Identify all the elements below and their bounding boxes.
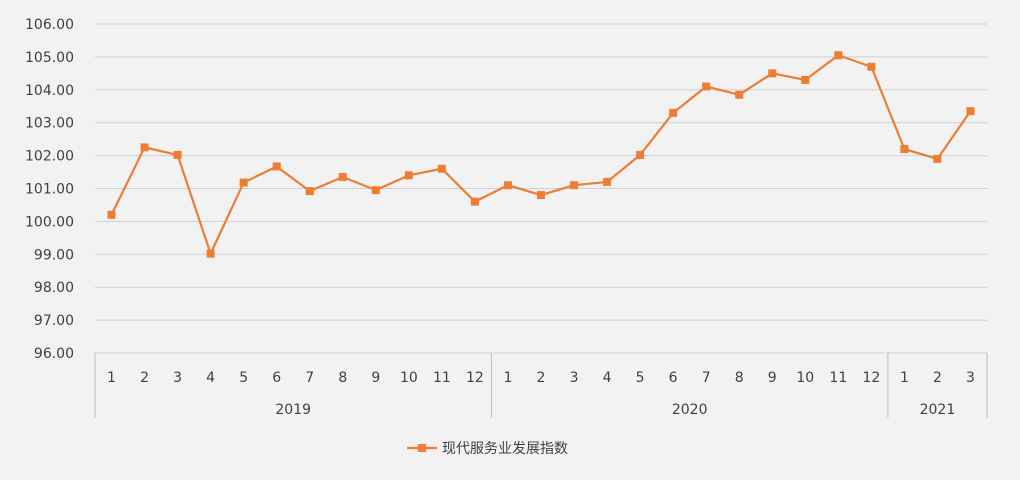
- y-tick-label: 98.00: [34, 280, 74, 296]
- y-tick-label: 104.00: [25, 83, 74, 99]
- data-point: [305, 187, 314, 196]
- x-tick-label: 7: [702, 370, 711, 386]
- data-point: [272, 162, 281, 171]
- data-point: [107, 210, 116, 219]
- data-point: [404, 171, 413, 180]
- data-point: [206, 249, 215, 258]
- legend-marker: [418, 444, 426, 452]
- y-tick-label: 96.00: [34, 346, 74, 362]
- x-tick-label: 10: [796, 370, 814, 386]
- legend-label: 现代服务业发展指数: [442, 441, 568, 457]
- data-point: [603, 177, 612, 186]
- x-tick-label: 2: [933, 370, 942, 386]
- data-point: [371, 186, 380, 195]
- x-group-label: 2021: [920, 402, 956, 418]
- y-tick-label: 100.00: [25, 214, 74, 230]
- x-tick-label: 8: [338, 370, 347, 386]
- grid-lines: [95, 23, 987, 354]
- x-tick-label: 9: [371, 370, 380, 386]
- data-point: [966, 107, 975, 116]
- x-group-label: 2020: [672, 402, 708, 418]
- x-tick-label: 3: [966, 370, 975, 386]
- data-point: [503, 181, 512, 190]
- x-tick-label: 5: [239, 370, 248, 386]
- data-point: [570, 181, 579, 190]
- legend: 现代服务业发展指数: [407, 441, 568, 457]
- data-point: [470, 197, 479, 206]
- data-point: [173, 150, 182, 159]
- data-point: [834, 51, 843, 60]
- x-tick-label: 1: [504, 370, 513, 386]
- data-point: [702, 82, 711, 91]
- data-point: [867, 62, 876, 71]
- x-tick-label: 6: [272, 370, 281, 386]
- x-tick-label: 11: [829, 370, 847, 386]
- data-point: [768, 69, 777, 78]
- x-tick-label: 12: [862, 370, 880, 386]
- y-tick-label: 101.00: [25, 182, 74, 198]
- x-tick-label: 6: [669, 370, 678, 386]
- series-line: [110, 54, 972, 255]
- x-tick-label: 8: [735, 370, 744, 386]
- x-group-label: 2019: [275, 402, 311, 418]
- y-tick-label: 106.00: [25, 17, 74, 33]
- x-tick-label: 1: [107, 370, 116, 386]
- data-point: [338, 172, 347, 181]
- data-point: [900, 145, 909, 154]
- data-point: [437, 164, 446, 173]
- x-tick-label: 5: [636, 370, 645, 386]
- x-tick-label: 2: [537, 370, 546, 386]
- x-tick-label: 10: [400, 370, 418, 386]
- y-tick-label: 99.00: [34, 247, 74, 263]
- x-tick-label: 3: [173, 370, 182, 386]
- x-tick-label: 4: [206, 370, 215, 386]
- x-tick-label: 9: [768, 370, 777, 386]
- x-tick-label: 7: [305, 370, 314, 386]
- data-point: [735, 90, 744, 99]
- x-tick-label: 2: [140, 370, 149, 386]
- x-tick-label: 12: [466, 370, 484, 386]
- x-tick-label: 3: [570, 370, 579, 386]
- x-tick-label: 11: [433, 370, 451, 386]
- y-axis-ticks: 96.00 97.00 98.00 99.00 100.00 101.00 102.00 10…: [25, 17, 74, 362]
- y-tick-label: 103.00: [25, 116, 74, 132]
- data-point: [636, 150, 645, 159]
- data-point: [239, 178, 248, 187]
- data-point: [669, 108, 678, 117]
- x-tick-label: 1: [900, 370, 909, 386]
- y-tick-label: 105.00: [25, 50, 74, 66]
- series-layer: [107, 51, 975, 258]
- data-point: [537, 191, 545, 200]
- y-tick-label: 97.00: [34, 313, 74, 329]
- y-tick-label: 102.00: [25, 149, 74, 165]
- x-tick-label: 4: [603, 370, 612, 386]
- data-point: [933, 154, 942, 163]
- data-point: [140, 143, 149, 152]
- data-point: [801, 75, 810, 84]
